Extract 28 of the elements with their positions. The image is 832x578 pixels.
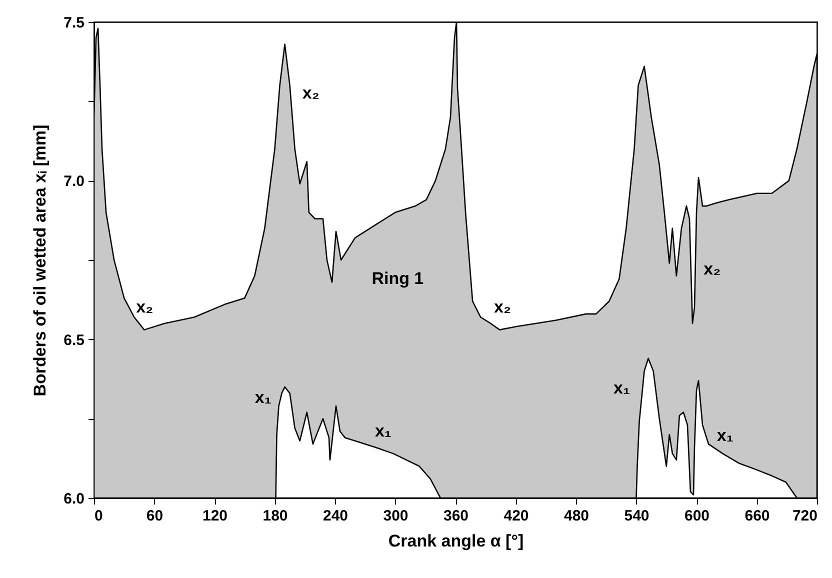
x-tick-label: 240 [322,508,348,524]
x-tick-label: 0 [94,508,103,524]
y-tick-label: 7.5 [64,14,84,32]
x-tick-label: 300 [383,508,408,524]
annotation: x₁ [374,421,392,440]
x-tick-label: 720 [792,508,818,524]
x-tick-label: 360 [443,508,469,524]
annotation: x₂ [302,83,320,102]
y-tick-label: 6.0 [64,490,84,508]
annotation: x₁ [614,378,630,398]
x-tick-label: 600 [684,508,710,524]
x-tick-label: 660 [744,508,770,524]
x-tick-label: 540 [624,508,650,524]
y-tick-label: 6.5 [64,332,84,349]
y-axis-title: Borders of oil wetted area xᵢ [mm] [30,124,50,396]
annotation: x₁ [254,388,272,408]
y-tick-label: 7.0 [64,173,84,190]
annotation: x₂ [704,260,721,279]
annotation: x₂ [136,298,154,317]
annotation: Ring 1 [372,269,424,288]
x-tick-label: 180 [262,508,288,524]
annotation: x₂ [494,298,512,317]
x-axis-title: Crank angle α [°] [388,532,524,550]
x-tick-label: 120 [202,508,228,524]
x-tick-label: 60 [146,508,164,524]
x-tick-label: 420 [504,508,529,524]
annotation: x₁ [716,426,734,446]
x-tick-label: 480 [564,508,590,524]
